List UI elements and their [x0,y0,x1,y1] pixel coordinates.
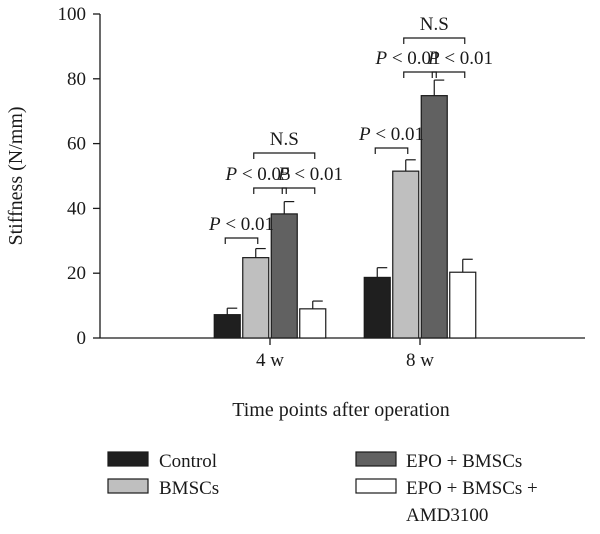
significance-label-symbol: N.S [270,129,299,150]
legend-label: EPO + BMSCs [406,451,522,472]
significance-label-symbol: P [374,48,387,69]
significance-label-symbol: P [277,164,290,185]
legend-swatch [355,478,397,494]
bar [449,271,477,339]
legend-swatch [355,451,397,467]
significance-label: N.S [420,14,449,35]
bar [420,95,448,339]
significance-label-value: < 0.01 [371,124,424,145]
bar [242,257,270,339]
legend-swatch [107,478,149,494]
axes [99,14,585,339]
significance-label-symbol: P [358,124,371,145]
x-axis-label: Time points after operation [232,399,450,421]
significance-label-value: < 0.01 [387,48,440,69]
significance-label-symbol: P [224,164,237,185]
significance-label: P < 0.01 [277,164,343,185]
legend-swatch [107,451,149,467]
legend: Control BMSCs EPO + BMSCs EPO + BMSCs + AMD3… [107,451,538,526]
y-tick-label: 0 [77,328,87,349]
y-tick-label: 40 [67,198,86,219]
y-tick-label: 60 [67,134,86,155]
significance-bracket [224,237,259,244]
significance-label-value: < 0.05 [237,164,290,185]
legend-label: BMSCs [159,478,219,499]
significance-label: P < 0.01 [427,48,493,69]
significance-bracket [374,147,409,154]
y-tick-label: 80 [67,69,86,90]
bar [392,170,420,339]
significance-label-value: < 0.01 [440,48,493,69]
legend-label-line: EPO + BMSCs + [406,478,538,499]
legend-label: Control [159,451,217,472]
significance-label-symbol: P [427,48,440,69]
error-bars [226,79,473,315]
y-tick-label: 100 [58,4,87,25]
significance-label: P < 0.01 [374,48,440,69]
significance-annotations: P < 0.01P < 0.05P < 0.01N.S P < 0.01P < 0… [208,14,493,244]
bar [213,314,241,339]
significance-label-value: < 0.01 [290,164,343,185]
y-ticks: 0 20 40 60 80 100 [58,4,100,349]
significance-label-symbol: N.S [420,14,449,35]
significance-bracket [403,71,437,78]
legend-label: EPO + BMSCs + AMD3100 [406,478,538,526]
bar [270,213,298,339]
y-tick-label: 20 [67,263,86,284]
x-tick-label: 4 w [256,350,284,371]
significance-label-symbol: P [208,214,221,235]
bar [299,308,327,339]
significance-label: P < 0.05 [224,164,290,185]
significance-label: P < 0.01 [358,124,424,145]
bars [213,95,477,339]
significance-label: P < 0.01 [208,214,274,235]
significance-label: N.S [270,129,299,150]
legend-label-line: AMD3100 [406,505,488,526]
significance-label-value: < 0.01 [221,214,274,235]
bar [363,276,391,339]
significance-bracket [403,37,466,44]
significance-bracket [253,187,287,194]
significance-bracket [431,71,466,78]
x-tick-label: 8 w [406,350,434,371]
y-axis-label: Stiffness (N/mm) [5,106,27,245]
significance-bracket [253,152,316,159]
x-ticks: 4 w 8 w [256,338,434,371]
significance-bracket [281,187,316,194]
